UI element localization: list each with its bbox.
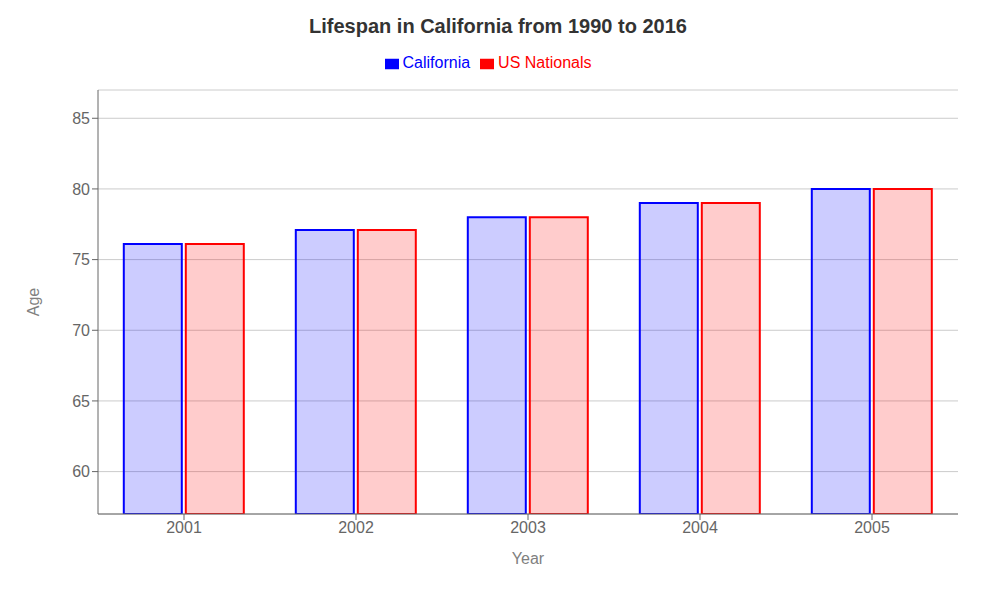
- svg-text:75: 75: [72, 251, 90, 268]
- svg-text:85: 85: [72, 110, 90, 127]
- svg-text:65: 65: [72, 393, 90, 410]
- html-text:California: California: [402, 54, 471, 71]
- html-text:US Nationals: US Nationals: [498, 54, 592, 71]
- svg-text:2004: 2004: [682, 519, 718, 536]
- svg-text:Age: Age: [25, 288, 42, 317]
- svg-text:Year: Year: [512, 550, 545, 567]
- svg-text:80: 80: [72, 181, 90, 198]
- svg-text:60: 60: [72, 463, 90, 480]
- svg-text:2002: 2002: [338, 519, 374, 536]
- svg-text:2003: 2003: [510, 519, 546, 536]
- svg-text:2001: 2001: [166, 519, 202, 536]
- svg-text:2005: 2005: [854, 519, 890, 536]
- svg-text:70: 70: [72, 322, 90, 339]
- html-text:Lifespan in California from 19: Lifespan in California from 1990 to 2016: [309, 15, 687, 37]
